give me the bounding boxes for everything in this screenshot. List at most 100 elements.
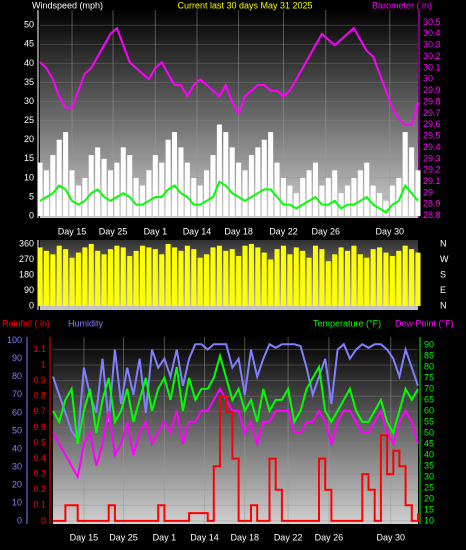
x-tick-label: Day 22 [274, 532, 303, 542]
y-tick-label: 40 [12, 443, 22, 453]
bar [319, 185, 325, 217]
y-tick-label: 20 [24, 134, 34, 144]
bar [146, 170, 152, 217]
bar [165, 139, 171, 217]
y-tick-label: 90 [424, 339, 434, 349]
bar [95, 250, 101, 307]
bar [216, 245, 222, 307]
bar [274, 162, 280, 217]
bar [152, 155, 158, 217]
bar [325, 177, 331, 217]
y-tick-label: 0.2 [33, 484, 46, 494]
bar [37, 247, 43, 307]
axis-label: Dew Point (°F) [395, 318, 454, 328]
bar [197, 257, 203, 307]
bar [178, 147, 184, 217]
bar [159, 162, 165, 217]
bar [139, 245, 146, 307]
x-tick-label: Day 26 [311, 226, 340, 236]
bar [383, 252, 389, 307]
y-tick-label: 100 [7, 335, 22, 345]
x-tick-label: Day 22 [269, 226, 298, 236]
bar [133, 177, 139, 217]
bar [56, 139, 62, 217]
y-tick-label: 50 [12, 425, 22, 435]
y-tick-label: 55 [424, 416, 434, 426]
bar [178, 250, 184, 307]
bar [377, 247, 383, 307]
y-tick-label: 60 [12, 407, 22, 417]
y-tick-label: 180 [19, 269, 34, 279]
y-tick-label: 60 [424, 405, 434, 415]
bar [370, 249, 376, 307]
bar [402, 245, 408, 307]
bar [82, 177, 88, 217]
x-tick-label: Day 14 [190, 532, 219, 542]
y-tick-label: 65 [424, 394, 434, 404]
bar [172, 247, 178, 307]
y-tick-label: 29.8 [423, 96, 441, 106]
y-tick-label: 29.1 [423, 176, 441, 186]
bar [357, 170, 363, 217]
y-tick-label: 50 [424, 427, 434, 437]
axis-label: Windspeed (mph) [32, 0, 103, 10]
bar [409, 147, 415, 217]
y-tick-label: 0.9 [33, 375, 46, 385]
bar [184, 245, 190, 307]
y-tick-label: 85 [424, 350, 434, 360]
bar [389, 256, 395, 307]
direction-label: S [440, 269, 446, 279]
bar [107, 249, 113, 307]
bar [377, 193, 383, 217]
y-tick-label: 28.9 [423, 199, 441, 209]
bar [396, 177, 402, 217]
y-tick-label: 20 [424, 493, 434, 503]
bar [268, 259, 274, 307]
y-tick-label: 0.4 [33, 453, 46, 463]
axis-label: Barometer (.in) [372, 0, 432, 10]
bar [56, 245, 62, 307]
x-tick-label: Day 15 [70, 532, 99, 542]
line [39, 180, 419, 214]
y-tick-label: 360 [19, 238, 34, 248]
y-tick-label: 35 [424, 460, 434, 470]
bar [229, 249, 235, 307]
bar [63, 249, 69, 307]
x-tick-label: Day 15 [58, 226, 87, 236]
bar [242, 245, 248, 307]
line [52, 386, 419, 480]
y-tick-label: 30.3 [423, 40, 441, 50]
bar [248, 155, 254, 217]
bar [274, 249, 280, 307]
bar [312, 245, 319, 307]
bar [95, 147, 101, 217]
bar [338, 193, 344, 217]
bar [69, 257, 75, 307]
y-tick-label: 29.3 [423, 153, 441, 163]
bar [184, 162, 190, 217]
bar [50, 155, 56, 217]
y-tick-label: 70 [12, 389, 22, 399]
bar [248, 243, 254, 307]
bar [37, 162, 43, 217]
y-tick-label: 25 [424, 482, 434, 492]
bar [268, 132, 274, 217]
bar [409, 249, 415, 307]
y-tick-label: 15 [24, 153, 34, 163]
bar [165, 243, 171, 307]
bar [120, 147, 126, 217]
bar [69, 170, 75, 217]
y-tick-label: 30.2 [423, 51, 441, 61]
y-tick-label: 0.7 [33, 406, 46, 416]
x-tick-label: Day 18 [231, 532, 260, 542]
bar [139, 185, 146, 217]
y-tick-label: 25 [24, 115, 34, 125]
bar [223, 250, 229, 307]
y-tick-label: 270 [19, 254, 34, 264]
x-tick-label: Day 26 [315, 532, 344, 542]
x-tick-label: Day 25 [99, 226, 128, 236]
bar [396, 250, 402, 307]
bar [146, 247, 152, 307]
axis-label: Rainfall (.in) [2, 318, 50, 328]
bar [204, 254, 210, 307]
